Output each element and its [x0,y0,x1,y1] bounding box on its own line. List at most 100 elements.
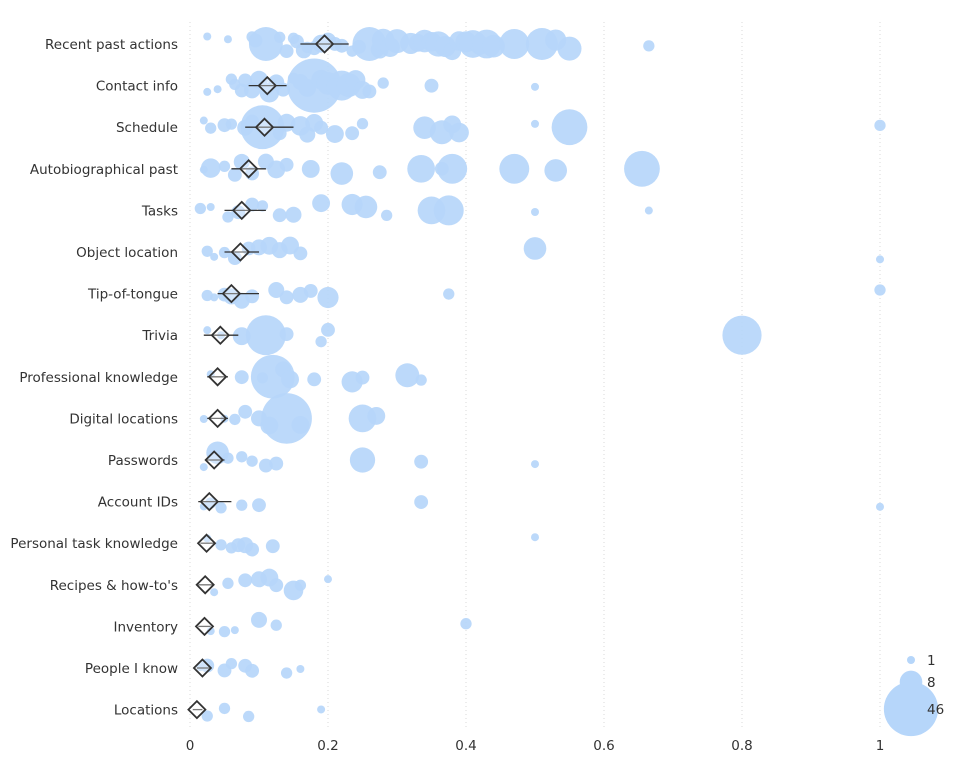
category-label-digital-locations: Digital locations [69,411,178,427]
bubble [301,159,320,178]
legend-label: 1 [927,653,936,669]
series-tip-of-tongue [201,281,886,309]
bubble [194,202,207,215]
legend-bubble [907,656,915,664]
category-label-people-i-know: People I know [85,661,178,677]
series-autobiographical-past [199,150,660,187]
bubble [279,44,294,59]
mean-marker [199,491,220,512]
mean-marker [231,200,252,221]
bubble [245,542,260,557]
bubble [269,456,284,471]
bubble [643,40,655,52]
bubble [377,77,389,89]
category-label-contact-info: Contact info [96,79,178,95]
bubble [325,125,344,143]
bubble [203,87,212,96]
bubble [210,588,219,597]
bubble [205,122,217,134]
bubble [437,153,468,184]
bubble [201,710,213,722]
bubble [225,657,238,670]
legend-label: 46 [927,702,944,718]
bubble [372,165,387,180]
bubble [279,290,294,305]
bubble [280,667,293,679]
bubble [236,451,248,463]
bubble [443,288,455,300]
bubble [876,255,884,264]
bubble [215,502,227,514]
bubble [258,458,273,473]
bubble [557,36,582,61]
bubble [279,157,294,172]
bubble [245,663,260,678]
bubble [312,194,331,213]
mean-marker [194,616,215,637]
bubble [281,370,299,389]
bubble [230,626,239,635]
bubble [874,119,886,132]
x-tick-label: 1 [876,738,885,754]
bubble [380,209,393,222]
category-label-autobiographical-past: Autobiographical past [30,162,178,178]
mean-marker [210,325,231,345]
bubble [362,84,377,99]
bubble [285,206,302,223]
bubble [315,336,327,348]
bubble [482,34,505,58]
bubble [531,208,539,217]
legend-label: 8 [927,675,936,691]
bubble [531,460,539,469]
mean-marker [254,117,275,137]
gridlines [189,22,881,728]
mean-marker [195,575,215,595]
bubble [199,463,208,472]
bubble [210,252,219,261]
bubble [279,327,294,342]
category-label-locations: Locations [114,703,178,719]
bubble [356,118,369,130]
bubble [349,447,376,473]
category-label-tip-of-tongue: Tip-of-tongue [87,287,178,303]
bubble [531,82,539,91]
series-people-i-know [196,657,305,679]
bubble [238,404,253,419]
bubble [200,158,221,178]
bubble [270,619,282,631]
series-locations [201,702,326,723]
bubble [225,118,238,130]
bubble [449,122,469,143]
series-schedule [199,105,886,150]
series-object-location [201,236,884,266]
mean-marker [204,450,224,470]
series-passwords [199,441,539,473]
bubble [274,31,286,43]
bubble [268,281,285,298]
bubble [227,167,242,182]
bubble [218,625,231,638]
bubble [433,195,464,226]
bubble [722,315,762,355]
bubble [523,237,547,260]
bubble [215,539,227,551]
category-label-personal-task-knowledge: Personal task knowledge [10,536,178,552]
bubble [222,577,234,589]
series-recipes-how-to-s [210,568,332,601]
bubble [199,414,208,423]
bubbles [194,27,886,723]
bubble [246,455,258,467]
category-label-trivia: Trivia [141,328,178,344]
bubble [303,283,318,298]
bubble [317,286,339,309]
x-axis-tick-labels: 0 0.2 0.4 0.6 0.8 1 [186,738,885,754]
bubble [269,578,284,593]
bubble [245,289,260,304]
bubble [531,119,539,128]
bubble [354,195,378,219]
bubble [236,499,248,511]
bubble [199,116,208,125]
bubble [324,575,332,584]
mean-marker [192,658,213,678]
series-account-ids [199,495,884,514]
